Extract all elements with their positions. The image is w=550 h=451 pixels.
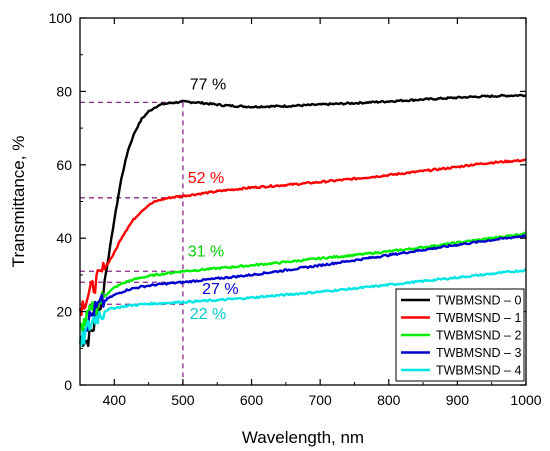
annotation-1: 52 % <box>188 170 224 187</box>
series-layer <box>78 93 527 347</box>
y-axis-label: Transmittance, % <box>9 136 28 268</box>
legend-label-3: TWBMSND – 3 <box>436 346 521 360</box>
y-tick-label-100: 100 <box>49 10 73 26</box>
x-tick-label-700: 700 <box>308 392 332 408</box>
series-line-1 <box>78 158 527 316</box>
series-line-4 <box>78 268 526 347</box>
series-line-2 <box>79 231 527 335</box>
ticks: 400 500 600 700 800 900 1000 0 20 40 60 80 100 <box>49 10 542 408</box>
x-tick-label-500: 500 <box>171 392 195 408</box>
series-line-3 <box>78 234 527 345</box>
y-tick-label-80: 80 <box>56 83 72 99</box>
annotation-4: 22 % <box>190 306 226 323</box>
reference-lines <box>80 101 184 385</box>
x-tick-label-800: 800 <box>377 392 401 408</box>
series-line-0 <box>79 93 527 347</box>
annotation-0: 77 % <box>190 77 226 94</box>
legend: TWBMSND – 0 TWBMSND – 1 TWBMSND – 2 TWBMSND… <box>395 288 525 382</box>
x-axis-label: Wavelength, nm <box>242 428 364 447</box>
y-tick-label-60: 60 <box>56 157 72 173</box>
annotation-3: 27 % <box>202 281 238 298</box>
x-tick-label-1000: 1000 <box>510 392 541 408</box>
legend-label-0: TWBMSND – 0 <box>436 294 521 308</box>
legend-label-2: TWBMSND – 2 <box>436 329 521 343</box>
legend-label-4: TWBMSND – 4 <box>436 364 521 378</box>
annotation-2: 31 % <box>188 244 224 261</box>
y-tick-label-0: 0 <box>64 377 72 393</box>
annotations: 77 % 52 % 31 % 27 % 22 % <box>188 77 239 323</box>
x-tick-label-600: 600 <box>240 392 264 408</box>
x-tick-label-400: 400 <box>103 392 127 408</box>
legend-label-1: TWBMSND – 1 <box>436 311 521 325</box>
y-tick-label-40: 40 <box>56 230 72 246</box>
y-tick-label-20: 20 <box>56 304 72 320</box>
legend-box <box>395 288 525 382</box>
x-tick-label-900: 900 <box>446 392 470 408</box>
